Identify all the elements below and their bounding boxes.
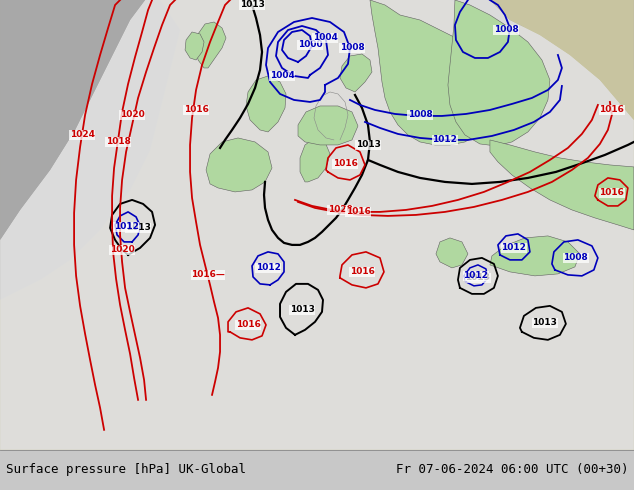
Text: 1016: 1016 (184, 105, 209, 115)
Text: Fr 07-06-2024 06:00 UTC (00+30): Fr 07-06-2024 06:00 UTC (00+30) (396, 464, 628, 476)
Text: 1008: 1008 (408, 110, 432, 120)
Text: 1016: 1016 (599, 189, 624, 197)
Text: 1020: 1020 (110, 245, 134, 254)
Text: 1012: 1012 (463, 271, 488, 280)
Text: Surface pressure [hPa] UK-Global: Surface pressure [hPa] UK-Global (6, 464, 246, 476)
Text: 1020: 1020 (120, 110, 145, 120)
Polygon shape (298, 106, 358, 145)
Text: 1024: 1024 (70, 130, 94, 140)
Text: 1013: 1013 (533, 318, 557, 327)
Text: 1016: 1016 (349, 268, 375, 276)
Text: 1012: 1012 (501, 244, 526, 252)
Text: 1013: 1013 (240, 0, 264, 9)
Text: 1013: 1013 (465, 273, 490, 282)
Text: 1013: 1013 (290, 305, 314, 315)
Polygon shape (0, 0, 145, 240)
Text: 1008: 1008 (564, 253, 588, 263)
Text: 1000: 1000 (298, 41, 322, 49)
Text: 1018: 1018 (106, 137, 131, 147)
Text: 1016: 1016 (236, 320, 261, 329)
Text: 1016—: 1016— (191, 270, 225, 279)
Text: 1008: 1008 (340, 44, 365, 52)
Polygon shape (300, 138, 330, 182)
Text: 1016: 1016 (333, 159, 358, 169)
Text: 1013: 1013 (126, 223, 150, 232)
Polygon shape (340, 54, 372, 92)
Text: 1004: 1004 (313, 33, 337, 43)
Polygon shape (490, 0, 634, 120)
Text: 1013: 1013 (356, 141, 380, 149)
Polygon shape (246, 76, 286, 132)
Polygon shape (0, 0, 180, 300)
Polygon shape (196, 22, 226, 68)
Text: 1016: 1016 (346, 207, 370, 217)
Polygon shape (448, 0, 550, 146)
Polygon shape (490, 236, 580, 276)
Text: 1012: 1012 (256, 264, 280, 272)
Polygon shape (0, 0, 634, 70)
Text: 1016: 1016 (599, 105, 624, 115)
Polygon shape (206, 138, 272, 192)
Polygon shape (185, 32, 204, 60)
Polygon shape (436, 238, 468, 268)
Polygon shape (490, 140, 634, 230)
Text: 1008: 1008 (493, 25, 519, 34)
Text: 1020: 1020 (328, 205, 353, 215)
Text: 1012: 1012 (432, 135, 457, 145)
Polygon shape (370, 0, 500, 145)
Polygon shape (0, 0, 634, 450)
Text: 1004: 1004 (269, 72, 294, 80)
Text: 1012: 1012 (113, 222, 138, 231)
